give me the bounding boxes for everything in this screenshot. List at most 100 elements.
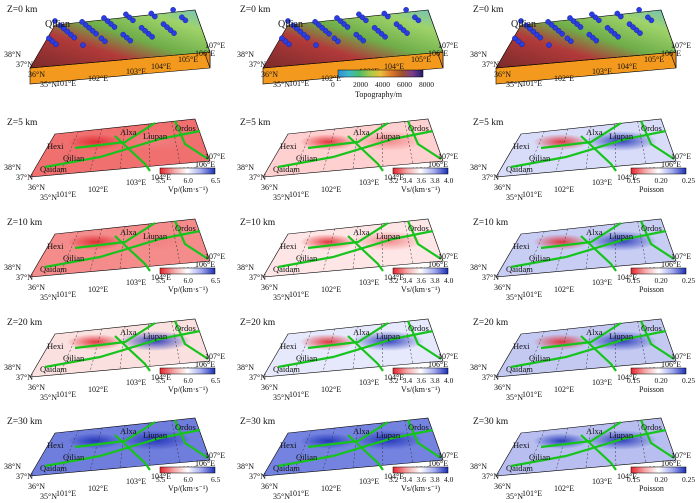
region-label-qilian: Qilian [529,253,551,263]
region-label-ordos_short: Ordos [641,422,662,432]
lon-tick-label: 104°E [151,472,171,481]
colorbar-tick: 2000 [353,80,368,89]
depth-label: Z=0 km [240,5,271,15]
lon-tick-label: 104°E [617,273,637,282]
colorbar-tick: 6.5 [211,276,221,285]
region-label-ordos_short: Ordos [408,123,429,133]
station-marker [626,21,633,27]
lon-tick-label: 101°E [56,489,76,498]
region-label-qaidam: Qaidam [273,264,300,274]
region-label-ordos_short: Ordos [641,123,662,133]
colorbar-tick: 3.2 [389,176,399,185]
lat-tick-label: 35°N [273,193,290,202]
fault-line [173,120,209,160]
station-marker [80,42,86,48]
colorbar-tick: 3.4 [403,176,413,185]
lat-tick-label: 36°N [261,283,278,292]
lon-tick-label: 101°E [522,79,542,88]
lon-tick-label: 106°E [195,360,215,369]
colorbar-vp [159,367,216,375]
lon-tick-label: 102°E [321,484,341,493]
colorbar-tick: 0.15 [627,276,640,285]
lon-tick-label: 101°E [289,79,309,88]
colorbar-tick: 4.0 [444,376,454,385]
grid-line [637,420,647,463]
station-marker [645,14,651,21]
lon-tick-label: 107°E [671,41,691,50]
fault-line [307,421,389,449]
region-label-qaidam: Qaidam [506,264,533,274]
colorbar-label: Topography/m [355,90,403,99]
lon-tick-label: 107°E [438,41,458,50]
station-marker [512,35,518,42]
grid-line [555,128,568,172]
region-label-qilian: Qilian [296,353,318,363]
grid-line [404,420,414,463]
fault-line [580,335,617,372]
lon-tick-label: 102°E [88,484,108,493]
region-label-alxa: Alxa [586,327,603,337]
lon-tick-label: 104°E [617,373,637,382]
colorbar-tick: 0.25 [682,276,695,285]
lon-tick-label: 106°E [195,49,215,58]
region-label-ordos_short: Ordos [175,223,196,233]
grid-line [404,221,414,264]
station-marker [331,35,338,42]
lon-tick-label: 101°E [56,290,76,299]
lon-tick-label: 104°E [384,273,404,282]
lat-tick-label: 36°N [261,70,278,79]
colorbar-poisson [630,167,687,175]
lat-tick-label: 36°N [261,482,278,491]
lat-tick-label: 38°N [237,163,254,172]
colorbar-label: Vs/(km·s⁻¹) [401,484,440,493]
region-label-ordos_short: Ordos [408,422,429,432]
colorbar-label: Poisson [639,185,664,194]
depth-label: Z=30 km [7,417,43,427]
lon-tick-label: 107°E [438,252,458,261]
grid-line [555,228,568,272]
colorbar-vp [159,466,216,474]
fault-line [347,335,384,372]
region-label-hexi: Hexi [513,341,530,351]
station-marker [393,21,400,27]
lat-tick-label: 36°N [28,183,45,192]
colorbar-label: Poisson [639,285,664,294]
fault-line [406,320,442,360]
region-label-alxa: Alxa [586,227,603,237]
anomaly-patch [533,334,589,350]
fault-line [639,120,675,160]
colorbar-tick: 3.4 [403,475,413,484]
fault-line [580,434,617,471]
grid-line [585,425,592,469]
region-label-qilian: Qilian [63,253,85,263]
region-label-qilian: Qilian [511,19,536,30]
fault-line [347,135,384,172]
region-label-alxa: Alxa [353,426,370,436]
colorbar-tick: 0.25 [682,376,695,385]
colorbar-label: Poisson [639,385,664,394]
station-marker [101,15,107,21]
fault-line [406,419,442,459]
depth-label: Z=10 km [7,218,43,228]
lon-tick-label: 103°E [126,67,146,76]
fault-line [580,235,617,272]
lat-tick-label: 37°N [16,60,33,69]
panel-0-0: Qilian Z=0 km 38°N37°N36°N35°N 101°E 102°E 10… [4,5,225,89]
lat-tick-label: 37°N [482,472,499,481]
lat-tick-label: 37°N [16,373,33,382]
grid-line [585,326,592,370]
lon-tick-label: 102°E [88,74,108,83]
lon-tick-label: 106°E [428,49,448,58]
lon-tick-label: 106°E [195,160,215,169]
colorbar-tick: 4000 [375,80,390,89]
region-label-qaidam: Qaidam [273,164,300,174]
colorbar-label: Vs/(km·s⁻¹) [401,185,440,194]
colorbar-tick: 5.5 [156,376,166,385]
station-marker [290,22,297,29]
lon-tick-label: 102°E [321,185,341,194]
station-marker [46,35,52,42]
region-label-qaidam: Qaidam [506,463,533,473]
fault-line [639,320,675,360]
lon-tick-label: 104°E [384,173,404,182]
